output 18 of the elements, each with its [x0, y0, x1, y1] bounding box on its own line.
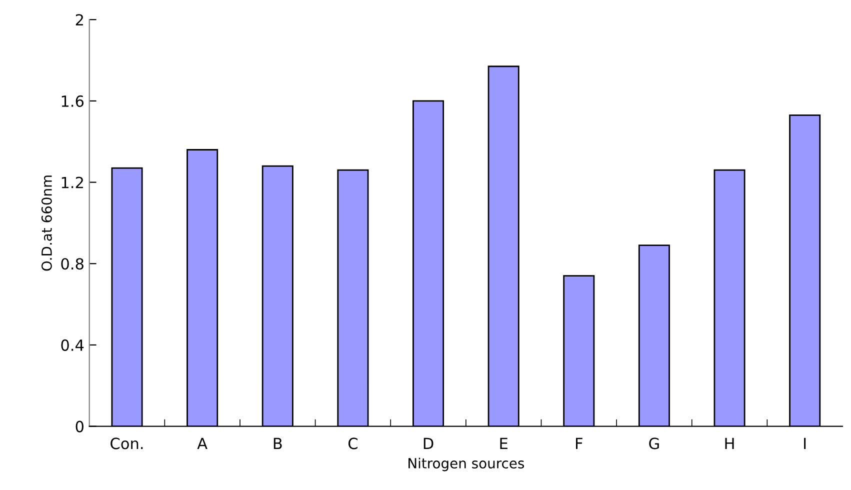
x-tick-label: G — [649, 438, 659, 450]
y-tick-label: 0.4 — [61, 339, 84, 351]
y-tick-label: 1.6 — [62, 95, 84, 107]
x-tick-label: I — [804, 438, 806, 450]
x-tick-label: C — [348, 438, 358, 450]
x-tick-label: H — [725, 438, 734, 450]
y-tick-label: 1.2 — [62, 176, 83, 188]
x-tick-label: E — [500, 438, 508, 450]
y-tick-label: 0 — [76, 420, 84, 432]
y-tick-label: 2 — [76, 14, 83, 26]
x-tick-label: D — [424, 438, 434, 450]
x-tick-label: F — [576, 438, 582, 450]
x-axis-title: Nitrogen sources — [408, 458, 524, 472]
x-tick-label: B — [274, 438, 282, 450]
y-axis-title: O.D.at 660nm — [41, 176, 52, 271]
x-tick-label: A — [197, 438, 208, 450]
x-tick-label: Con. — [110, 438, 143, 450]
y-tick-label: 0.8 — [61, 258, 84, 270]
